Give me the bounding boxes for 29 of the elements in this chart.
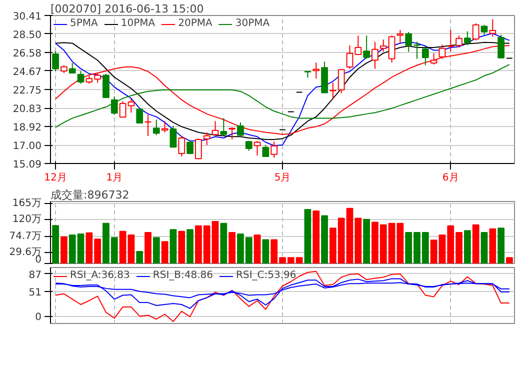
y-tick-label: 26.58 xyxy=(12,48,42,60)
legend-label: 10PMA xyxy=(120,18,156,29)
x-tick-label: 5月 xyxy=(274,172,291,184)
legend-label: RSI_B:48.86 xyxy=(152,270,214,281)
chart-title: [002070] 2016-06-13 15:00 xyxy=(50,2,204,16)
y-tick-label: 20.83 xyxy=(12,104,42,116)
legend-label: RSI_A:36.83 xyxy=(70,270,130,281)
chart-title: 成交量:896732 xyxy=(50,188,130,202)
legend-label: 5PMA xyxy=(70,18,98,29)
legend-label: 20PMA xyxy=(178,18,212,29)
y-tick-label: 87 xyxy=(28,270,42,281)
y-tick-label: 0 xyxy=(35,312,42,324)
x-tick-label: 6月 xyxy=(442,172,459,184)
y-tick-label: 22.75 xyxy=(12,86,42,96)
y-tick-label: 120万 xyxy=(12,214,42,226)
x-tick-label: 1月 xyxy=(106,172,123,184)
y-tick-label: 17.00 xyxy=(12,141,42,152)
y-tick-label: 30.41 xyxy=(12,12,42,22)
y-tick-label: 51 xyxy=(28,287,42,298)
y-tick-label: 18.92 xyxy=(12,122,42,134)
y-tick-label: 0 xyxy=(35,254,42,266)
y-tick-label: 165万 xyxy=(12,198,42,209)
y-tick-label: 15.09 xyxy=(12,160,42,170)
x-tick-label: 12月 xyxy=(44,172,67,184)
y-tick-label: 28.50 xyxy=(12,30,42,41)
legend-label: RSI_C:53.96 xyxy=(236,270,296,281)
y-tick-label: 74.7万 xyxy=(9,230,42,242)
legend-label: 30PMA xyxy=(235,18,270,29)
y-tick-label: 24.67 xyxy=(12,66,42,78)
